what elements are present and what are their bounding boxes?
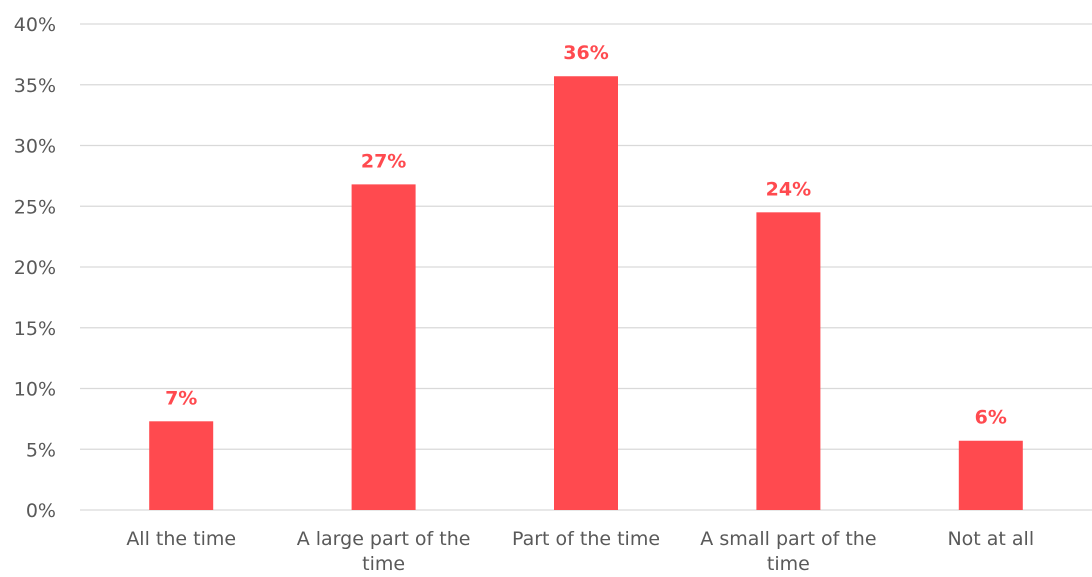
data-label: 36%: [563, 42, 608, 64]
bar: [351, 184, 416, 510]
data-label: 27%: [361, 150, 406, 172]
x-category-label: All the time: [126, 528, 236, 550]
x-category-label: time: [767, 553, 810, 575]
data-label: 6%: [975, 407, 1007, 429]
bar: [756, 212, 821, 510]
x-category-label: time: [362, 553, 405, 575]
x-category-label: A small part of the: [700, 528, 876, 550]
data-label: 24%: [766, 178, 811, 200]
y-tick-label: 15%: [14, 318, 56, 340]
x-axis-categories: All the time A large part of the time Part …: [126, 528, 1034, 575]
x-category-label: Part of the time: [512, 528, 660, 550]
y-tick-label: 5%: [26, 439, 56, 461]
y-tick-label: 0%: [26, 500, 56, 522]
y-tick-label: 35%: [14, 75, 56, 97]
x-category-label: A large part of the: [297, 528, 471, 550]
data-label: 7%: [165, 387, 197, 409]
y-tick-label: 10%: [14, 379, 56, 401]
bar: [958, 440, 1023, 510]
x-category-label: Not at all: [947, 528, 1034, 550]
y-tick-label: 25%: [14, 196, 56, 218]
bar: [554, 76, 618, 511]
bar: [149, 421, 214, 510]
y-axis-ticks: 0% 5% 10% 15% 20% 25% 30% 35% 40%: [14, 14, 56, 522]
data-labels: 7% 27% 36% 24% 6%: [165, 42, 1007, 429]
y-tick-label: 40%: [14, 14, 56, 36]
bars: [149, 76, 1023, 511]
y-tick-label: 20%: [14, 257, 56, 279]
y-tick-label: 30%: [14, 136, 56, 158]
